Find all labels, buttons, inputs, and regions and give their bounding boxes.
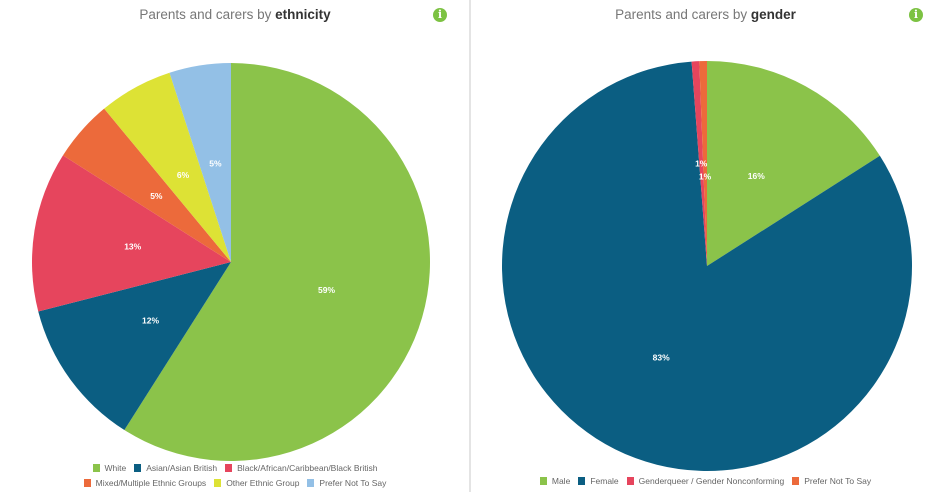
info-icon[interactable]: i — [433, 8, 447, 22]
legend-swatch — [626, 477, 634, 485]
legend-swatch — [792, 477, 800, 485]
legend-label: Prefer Not To Say — [319, 478, 387, 488]
data-label: 1% — [695, 159, 708, 169]
chart-title: Parents and carers by ethnicity — [0, 7, 470, 22]
legend-item[interactable]: Prefer Not To Say — [792, 474, 871, 489]
info-icon[interactable]: i — [909, 8, 923, 22]
legend-label: Black/African/Caribbean/Black British — [237, 463, 378, 473]
legend-item[interactable]: Black/African/Caribbean/Black British — [225, 461, 377, 476]
legend-swatch — [225, 464, 233, 472]
legend-label: Male — [551, 476, 571, 486]
legend-swatch — [214, 479, 222, 487]
legend-item[interactable]: Other Ethnic Group — [214, 476, 299, 491]
pie-slice-female[interactable] — [502, 61, 912, 471]
legend-item[interactable]: Mixed/Multiple Ethnic Groups — [83, 476, 207, 491]
data-label: 16% — [748, 171, 765, 181]
legend-swatch — [83, 479, 91, 487]
ethnicity-pie: 59% 12% 13% 5% 6% 5% — [32, 63, 430, 461]
legend-label: White — [104, 463, 127, 473]
pie-slice-genderqueer-gender-nonconforming[interactable] — [691, 61, 707, 266]
legend-label: Mixed/Multiple Ethnic Groups — [95, 478, 207, 488]
gender-chart-panel: Parents and carers by gender i 16% 83% 1% 1… — [471, 0, 940, 492]
legend-label: Female — [590, 476, 619, 486]
legend-swatch — [307, 479, 315, 487]
legend-item[interactable]: Prefer Not To Say — [307, 476, 386, 491]
legend-swatch — [92, 464, 100, 472]
pie-slice-white[interactable] — [124, 63, 430, 461]
legend-item[interactable]: Female — [578, 474, 619, 489]
pie-slice-asian-asian-british[interactable] — [38, 262, 231, 431]
data-label: 83% — [653, 353, 670, 363]
legend-item[interactable]: Male — [539, 474, 571, 489]
data-label: 5% — [209, 159, 222, 169]
data-label: 59% — [318, 285, 335, 295]
title-bold: gender — [750, 7, 796, 22]
title-prefix: Parents and carers by — [139, 7, 276, 22]
data-label: 6% — [177, 170, 190, 180]
pie-slice-black-african-caribbean-black-british[interactable] — [32, 155, 232, 312]
pie-slice-prefer-not-to-say[interactable] — [169, 63, 231, 262]
data-label: 12% — [142, 315, 159, 325]
legend-label: Asian/Asian British — [146, 463, 218, 473]
legend-item[interactable]: White — [92, 461, 127, 476]
legend-swatch — [578, 477, 586, 485]
legend-label: Other Ethnic Group — [226, 478, 300, 488]
panel-divider — [469, 0, 471, 492]
legend-swatch — [539, 477, 547, 485]
gender-pie: 16% 83% 1% 1% — [502, 61, 912, 471]
ethnicity-chart-panel: Parents and carers by ethnicity i 59% 12%… — [0, 7, 470, 491]
legend-label: Prefer Not To Say — [804, 476, 872, 486]
legend-label: Genderqueer / Gender Nonconforming — [638, 476, 785, 486]
title-bold: ethnicity — [275, 7, 331, 22]
legend-swatch — [134, 464, 142, 472]
pie-slice-male[interactable] — [707, 61, 880, 266]
data-label: 1% — [699, 172, 712, 182]
legend: Male Female Genderqueer / Gender Nonconfor… — [471, 474, 940, 489]
pie-slice-other-ethnic-group[interactable] — [104, 72, 231, 263]
legend-item[interactable]: Asian/Asian British — [134, 461, 217, 476]
data-label: 5% — [150, 191, 163, 201]
title-prefix: Parents and carers by — [615, 7, 751, 22]
pie-slice-prefer-not-to-say[interactable] — [699, 61, 707, 266]
data-label: 13% — [124, 241, 141, 251]
legend: White Asian/Asian British Black/African/Ca… — [0, 461, 470, 491]
pie-slice-mixed-multiple-ethnic-groups[interactable] — [62, 108, 231, 262]
chart-title: Parents and carers by gender — [471, 7, 940, 22]
legend-item[interactable]: Genderqueer / Gender Nonconforming — [626, 474, 785, 489]
